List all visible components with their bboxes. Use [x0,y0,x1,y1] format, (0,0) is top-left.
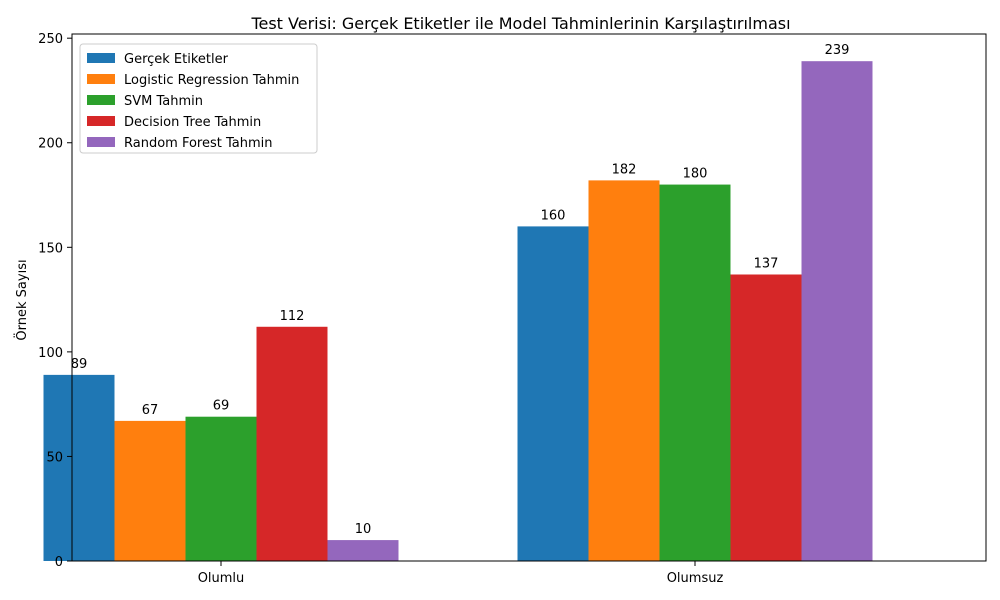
bar-value-label: 10 [355,522,372,537]
x-tick-label: Olumsuz [667,571,724,586]
legend-swatch [87,53,115,63]
y-tick-label: 50 [46,450,63,465]
bar-5-1 [327,540,399,561]
bar-value-label: 112 [280,309,305,324]
legend-entry: Gerçek Etiketler [124,52,229,67]
bar-1-1 [43,374,115,561]
bar-3-1 [185,416,257,561]
plot-frame [71,33,987,562]
bar-value-label: 67 [142,403,159,418]
legend-entry: Random Forest Tahmin [124,136,273,151]
legend-swatch [87,137,115,147]
y-tick-label: 0 [55,555,63,570]
bar-value-label: 137 [754,256,779,271]
x-tick-label: Olumlu [198,571,245,586]
bar-4-1 [256,326,328,561]
bar-5-2 [801,61,873,561]
bar-1-2 [517,226,589,561]
bar-value-label: 239 [825,43,850,58]
y-axis-label: Örnek Sayısı [13,259,30,340]
legend-entry: Logistic Regression Tahmin [124,73,299,88]
bar-2-1 [114,420,186,561]
y-tick-label: 250 [38,32,63,47]
bar-value-label: 160 [541,208,566,223]
bar-value-label: 182 [612,162,637,177]
bar-3-2 [659,184,731,562]
legend-entry: SVM Tahmin [124,94,203,109]
bar-value-label: 69 [213,399,230,414]
bar-value-label: 180 [683,167,708,182]
y-tick-label: 100 [38,346,63,361]
chart-title: Test Verisi: Gerçek Etiketler ile Model … [250,14,790,33]
bar-4-2 [730,274,802,561]
legend-entry: Decision Tree Tahmin [124,115,261,130]
legend-swatch [87,95,115,105]
bar-2-2 [588,180,660,561]
legend-box [79,43,318,154]
y-tick-label: 150 [38,241,63,256]
legend-swatch [87,116,115,126]
y-tick-label: 200 [38,137,63,152]
legend-swatch [87,74,115,84]
bar-value-label: 89 [71,357,88,372]
